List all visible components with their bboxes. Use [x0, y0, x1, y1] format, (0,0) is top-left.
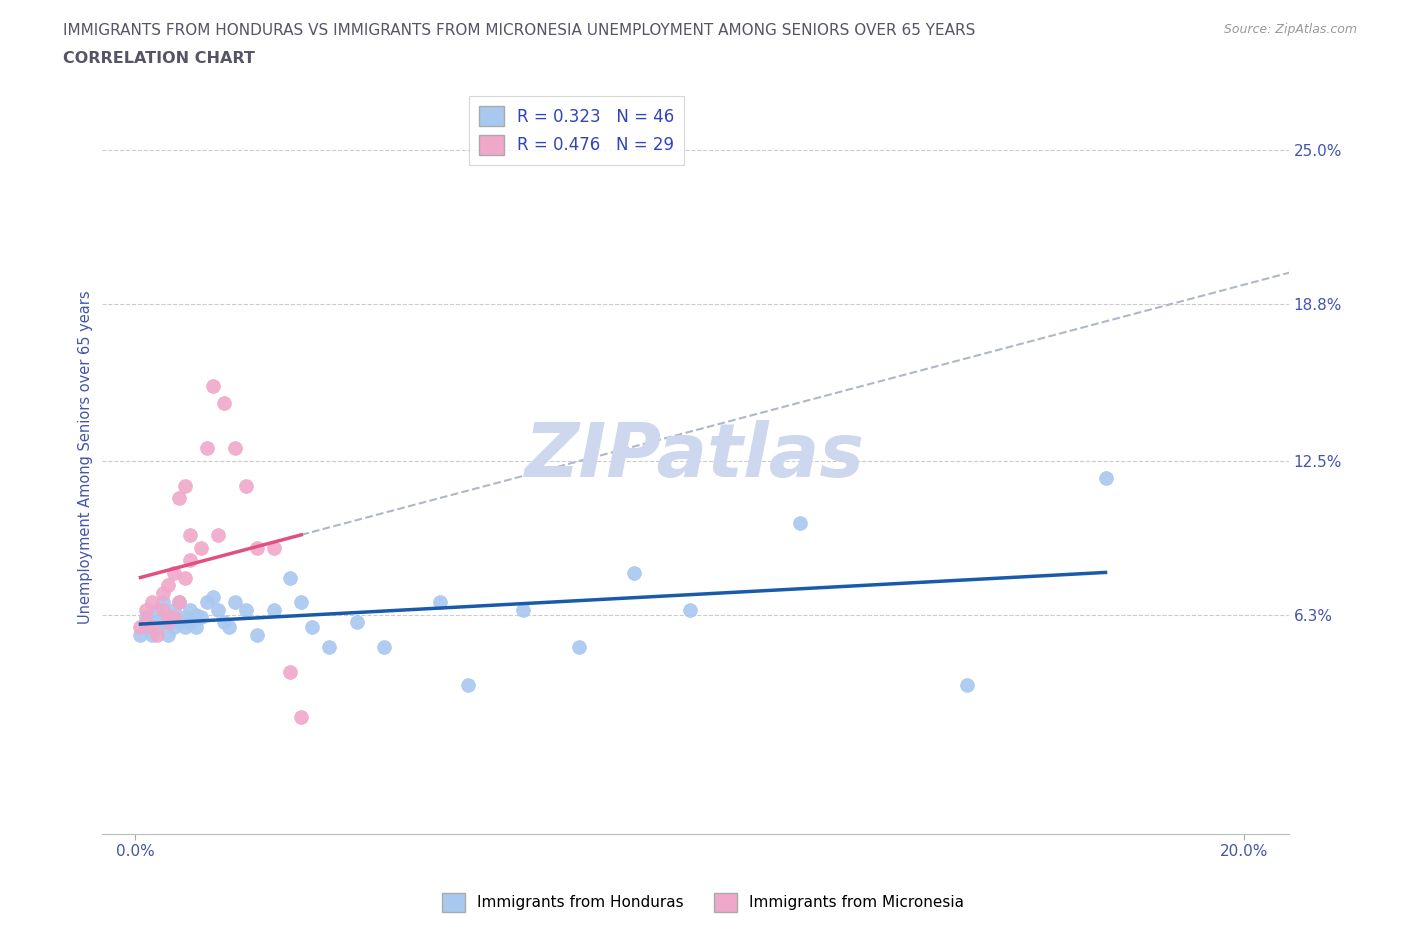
Point — [152, 585, 174, 600]
Point — [201, 590, 224, 604]
Point — [141, 620, 163, 635]
Point — [167, 595, 190, 610]
Point — [789, 515, 811, 530]
Point — [157, 615, 180, 630]
Point — [179, 528, 201, 543]
Point — [1094, 471, 1116, 485]
Point — [173, 610, 195, 625]
Point — [184, 607, 207, 622]
Point — [167, 615, 190, 630]
Text: IMMIGRANTS FROM HONDURAS VS IMMIGRANTS FROM MICRONESIA UNEMPLOYMENT AMONG SENIOR: IMMIGRANTS FROM HONDURAS VS IMMIGRANTS F… — [63, 23, 976, 38]
Point — [135, 615, 157, 630]
Point — [157, 578, 180, 592]
Point — [146, 628, 169, 643]
Point — [152, 595, 174, 610]
Legend: R = 0.323   N = 46, R = 0.476   N = 29: R = 0.323 N = 46, R = 0.476 N = 29 — [468, 96, 685, 165]
Point — [568, 640, 591, 655]
Point — [152, 615, 174, 630]
Point — [212, 615, 235, 630]
Point — [141, 615, 163, 630]
Point — [173, 620, 195, 635]
Point — [163, 565, 186, 580]
Point — [224, 441, 246, 456]
Point — [195, 441, 218, 456]
Point — [623, 565, 645, 580]
Point — [429, 595, 451, 610]
Point — [246, 628, 269, 643]
Point — [224, 595, 246, 610]
Point — [179, 615, 201, 630]
Point — [167, 595, 190, 610]
Point — [173, 478, 195, 493]
Point — [263, 540, 285, 555]
Point — [163, 610, 186, 625]
Point — [956, 677, 979, 692]
Y-axis label: Unemployment Among Seniors over 65 years: Unemployment Among Seniors over 65 years — [79, 290, 93, 624]
Point — [290, 710, 312, 724]
Point — [163, 620, 186, 635]
Point — [195, 595, 218, 610]
Point — [373, 640, 395, 655]
Point — [141, 595, 163, 610]
Point — [146, 603, 169, 618]
Point — [212, 396, 235, 411]
Legend: Immigrants from Honduras, Immigrants from Micronesia: Immigrants from Honduras, Immigrants fro… — [436, 887, 970, 918]
Point — [207, 603, 229, 618]
Point — [167, 490, 190, 505]
Point — [135, 603, 157, 618]
Point — [290, 595, 312, 610]
Text: ZIPatlas: ZIPatlas — [524, 420, 865, 494]
Point — [129, 620, 152, 635]
Point — [190, 610, 212, 625]
Point — [179, 603, 201, 618]
Point — [207, 528, 229, 543]
Point — [190, 540, 212, 555]
Point — [173, 570, 195, 585]
Point — [235, 478, 257, 493]
Point — [301, 620, 323, 635]
Point — [141, 628, 163, 643]
Point — [135, 620, 157, 635]
Point — [129, 628, 152, 643]
Point — [278, 665, 301, 680]
Point — [457, 677, 479, 692]
Point — [179, 552, 201, 567]
Point — [346, 615, 368, 630]
Point — [218, 620, 240, 635]
Point — [146, 620, 169, 635]
Point — [235, 603, 257, 618]
Point — [678, 603, 700, 618]
Point — [163, 603, 186, 618]
Point — [157, 628, 180, 643]
Point — [201, 379, 224, 393]
Point — [184, 620, 207, 635]
Point — [278, 570, 301, 585]
Point — [157, 610, 180, 625]
Text: Source: ZipAtlas.com: Source: ZipAtlas.com — [1223, 23, 1357, 36]
Point — [246, 540, 269, 555]
Point — [512, 603, 534, 618]
Point — [152, 603, 174, 618]
Point — [263, 603, 285, 618]
Text: CORRELATION CHART: CORRELATION CHART — [63, 51, 254, 66]
Point — [318, 640, 340, 655]
Point — [135, 610, 157, 625]
